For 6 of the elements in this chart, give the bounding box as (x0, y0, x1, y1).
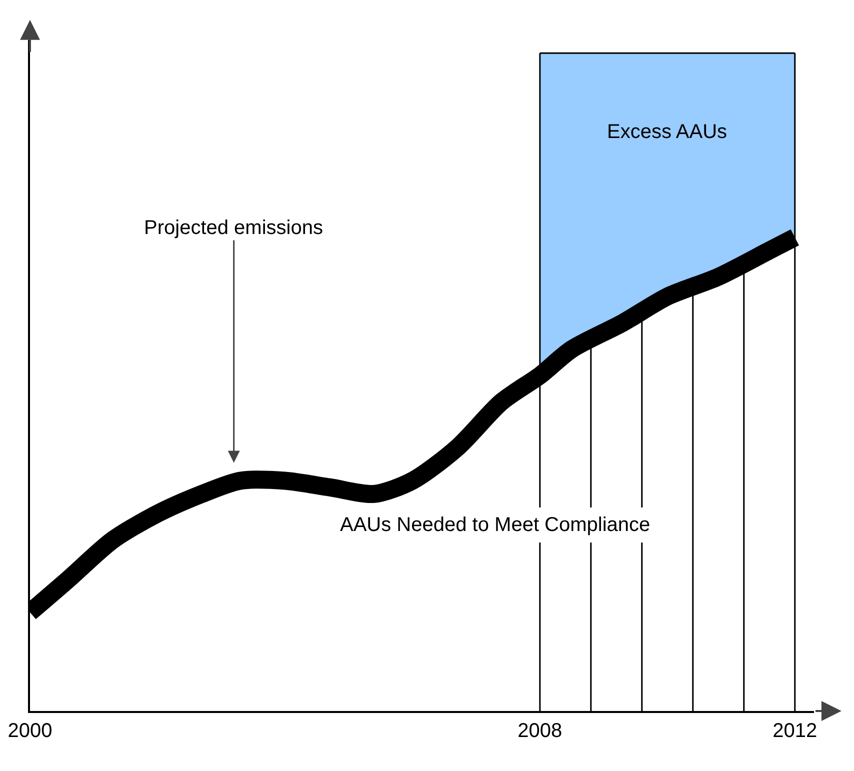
x-tick-label: 2012 (772, 720, 818, 742)
x-tick-label: 2000 (8, 720, 52, 742)
series-label: Excess AAUs (607, 121, 728, 143)
x-tick-label: 2008 (518, 720, 562, 742)
annotation: Projected emissions (144, 217, 323, 239)
annotation: AAUs Needed to Meet Compliance (340, 514, 650, 536)
